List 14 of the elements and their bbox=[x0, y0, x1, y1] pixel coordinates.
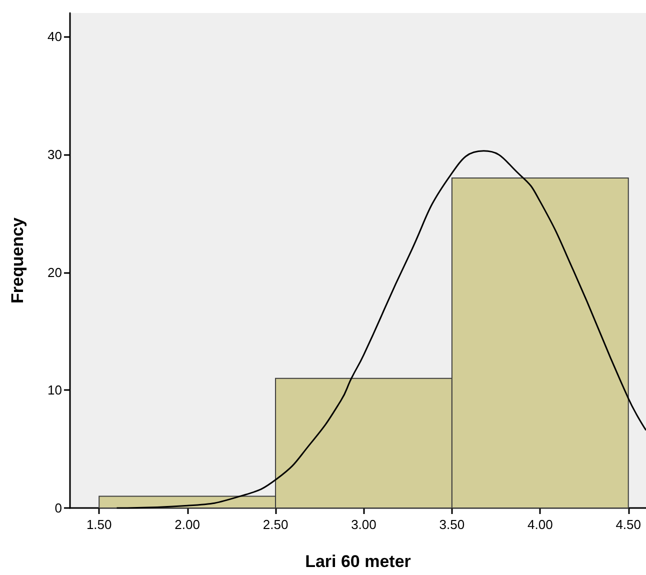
y-tick-label: 10 bbox=[48, 382, 62, 398]
y-tick-label: 30 bbox=[48, 146, 62, 162]
y-tick-label: 20 bbox=[48, 264, 62, 280]
x-tick-label: 4.00 bbox=[527, 517, 553, 532]
x-tick-label: 1.50 bbox=[86, 517, 112, 532]
y-tick-label: 0 bbox=[54, 500, 62, 516]
x-tick-label: 2.50 bbox=[262, 517, 288, 532]
x-axis-title: Lari 60 meter bbox=[305, 552, 412, 571]
y-axis-title: Frequency bbox=[8, 216, 27, 304]
x-tick-label: 4.50 bbox=[616, 517, 642, 532]
y-tick-label: 40 bbox=[48, 29, 62, 44]
x-tick-label: 3.50 bbox=[439, 517, 465, 532]
x-tick-label: 3.00 bbox=[351, 517, 376, 532]
x-tick-label: 2.00 bbox=[174, 517, 200, 532]
